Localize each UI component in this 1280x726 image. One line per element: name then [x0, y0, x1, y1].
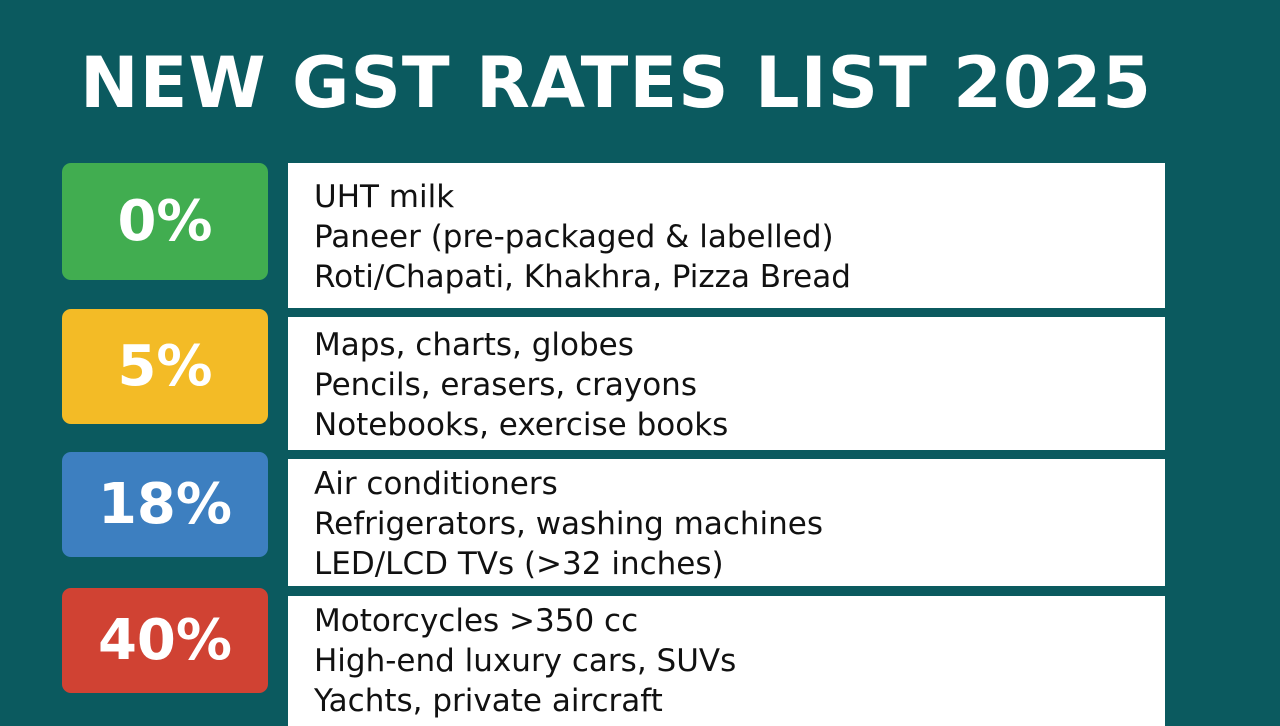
- rate-items-panel-40: Motorcycles >350 cc High-end luxury cars…: [288, 596, 1165, 726]
- list-item: Paneer (pre-packaged & labelled): [314, 219, 834, 255]
- list-item: Notebooks, exercise books: [314, 407, 729, 443]
- list-item: Maps, charts, globes: [314, 327, 634, 363]
- list-item: LED/LCD TVs (>32 inches): [314, 546, 724, 582]
- list-item: Roti/Chapati, Khakhra, Pizza Bread: [314, 259, 851, 295]
- page-title: NEW GST RATES LIST 2025: [80, 42, 1152, 124]
- rate-badge-5: 5%: [62, 309, 268, 424]
- rate-items-panel-18: Air conditioners Refrigerators, washing …: [288, 459, 1165, 586]
- list-item: Air conditioners: [314, 466, 558, 502]
- list-item: Refrigerators, washing machines: [314, 506, 824, 542]
- rate-items-panel-0: UHT milk Paneer (pre-packaged & labelled…: [288, 163, 1165, 308]
- list-item: Motorcycles >350 cc: [314, 603, 639, 639]
- rate-label: 18%: [97, 472, 233, 537]
- list-item: UHT milk: [314, 179, 455, 215]
- rate-badge-0: 0%: [62, 163, 268, 280]
- rate-label: 40%: [97, 608, 233, 673]
- list-item: High-end luxury cars, SUVs: [314, 643, 737, 679]
- rate-items-panel-5: Maps, charts, globes Pencils, erasers, c…: [288, 317, 1165, 450]
- list-item: Yachts, private aircraft: [314, 683, 663, 719]
- rate-label: 5%: [117, 334, 213, 399]
- rate-label: 0%: [117, 189, 213, 254]
- rate-badge-40: 40%: [62, 588, 268, 693]
- rate-badge-18: 18%: [62, 452, 268, 557]
- list-item: Pencils, erasers, crayons: [314, 367, 697, 403]
